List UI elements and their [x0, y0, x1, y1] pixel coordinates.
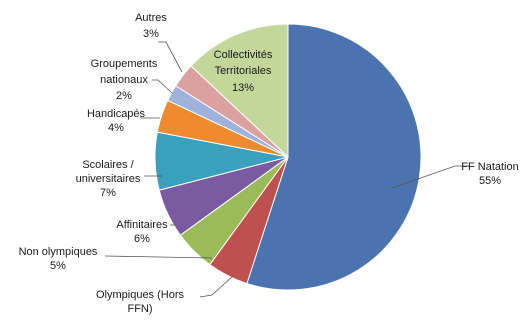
leader-lines: [104, 41, 470, 298]
slice-label: 2%: [116, 90, 132, 102]
leader-line: [104, 255, 213, 259]
slice-label: Non olympiques: [19, 246, 98, 258]
slice-label: Autres: [135, 12, 167, 24]
slice-label: 7%: [100, 187, 116, 199]
slice-label: 6%: [134, 233, 150, 245]
pie-slice: [190, 23, 289, 159]
leader-line: [152, 79, 173, 94]
slice-label: 55%: [479, 175, 501, 187]
slice-label: FF Natation: [461, 161, 518, 173]
leader-line: [158, 41, 183, 73]
pie-slice: [246, 23, 422, 291]
slice-label: Groupements: [91, 58, 158, 70]
slice-label: 3%: [143, 28, 159, 40]
leader-line: [199, 274, 235, 298]
slice-label: Handicapés: [87, 108, 146, 120]
slice-label: Olympiques (Hors: [96, 289, 185, 301]
slice-label: Scolaires /: [82, 159, 134, 171]
slice-label: 4%: [108, 122, 124, 134]
slice-labels: FF Natation 55% Olympiques (Hors FFN) Non ol…: [19, 12, 519, 315]
slice-label: Affinitaires: [116, 219, 168, 231]
slice-label: Territoriales: [215, 65, 272, 77]
pie-slices: [154, 23, 422, 291]
slice-label: Collectivités: [214, 49, 273, 61]
slice-label: nationaux: [100, 74, 148, 86]
slice-label: FFN): [127, 303, 152, 315]
leader-line: [391, 165, 470, 189]
slice-label: 5%: [50, 260, 66, 272]
slice-label: universitaires: [76, 173, 141, 185]
slice-label: 13%: [232, 82, 254, 94]
